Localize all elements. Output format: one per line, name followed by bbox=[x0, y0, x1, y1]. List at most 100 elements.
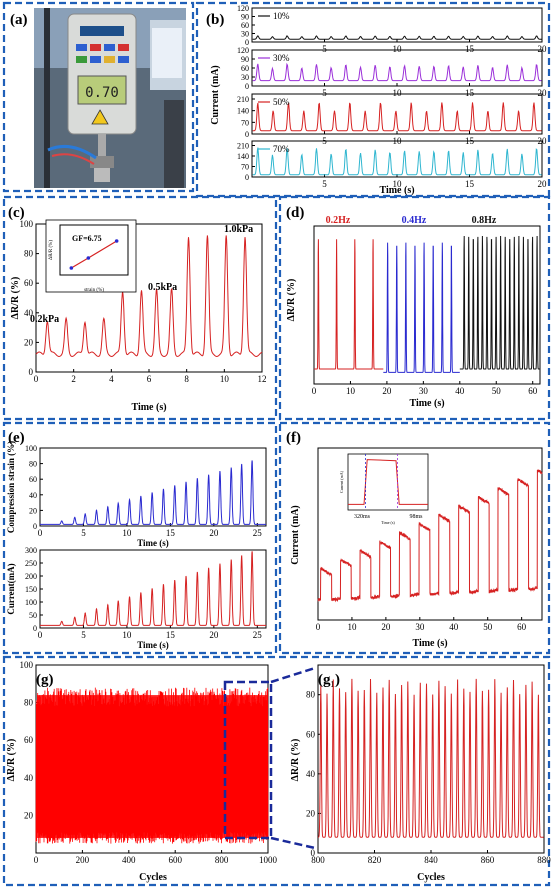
f-line bbox=[317, 468, 543, 603]
f-xtick-label: 0 bbox=[316, 622, 321, 632]
c-inset-label: GF=6.75 bbox=[72, 234, 102, 243]
b-3-ytick-label: 140 bbox=[237, 152, 249, 161]
e-bottom-ytick-label: 50 bbox=[29, 611, 37, 620]
b-1-xtick-label: 15 bbox=[465, 88, 475, 98]
f-xtick-label: 60 bbox=[517, 622, 527, 632]
b-3-xtick-label: 20 bbox=[538, 179, 548, 189]
b-ylabel: Current (mA) bbox=[210, 65, 221, 125]
b-legend-label: 30% bbox=[273, 53, 290, 63]
c-inset-axes bbox=[59, 224, 129, 276]
chart-f: 0 10 20 30 40 50 60 Time (s) Current (mA) 320ms 98… bbox=[290, 447, 543, 649]
g1-xlabel: Cycles bbox=[417, 872, 445, 883]
c-inset-xlabel: strain (%) bbox=[84, 288, 104, 293]
e-bottom-ytick-label: 150 bbox=[25, 585, 37, 594]
b-0-ytick-label: 90 bbox=[241, 13, 249, 22]
g1-xtick-label: 880 bbox=[537, 855, 551, 865]
panel-g-label: (g) bbox=[36, 672, 54, 688]
d-series-1-line bbox=[383, 242, 460, 373]
e-top-xtick-label: 5 bbox=[81, 528, 86, 538]
e-top-axes bbox=[39, 447, 267, 527]
b-3-xtick-label: 5 bbox=[322, 179, 327, 189]
panel-c-frame bbox=[2, 195, 278, 421]
c-ytick-label: 60 bbox=[24, 278, 34, 288]
f-axes bbox=[317, 447, 543, 621]
g1-ytick-label: 80 bbox=[306, 690, 316, 700]
g-ytick-label: 60 bbox=[24, 735, 34, 745]
f-ylabel: Current (mA) bbox=[290, 505, 301, 565]
c-xtick-label: 8 bbox=[184, 374, 189, 384]
c-inset-point bbox=[86, 256, 91, 260]
f-xtick-label: 50 bbox=[483, 622, 493, 632]
d-series-label: 0.2Hz bbox=[326, 215, 351, 226]
panel-e-frame bbox=[2, 421, 278, 655]
e-bottom-ytick-label: 0 bbox=[33, 624, 37, 633]
g1-xtick-label: 800 bbox=[311, 855, 325, 865]
panel-b-frame bbox=[195, 1, 551, 198]
e-top-xlabel: Time (s) bbox=[137, 538, 169, 548]
chart-g: 0 200 400 600 800 1000 20 40 60 80 100 Cycles ΔR/R (… bbox=[6, 660, 278, 883]
f-inset-annotation: 320ms bbox=[354, 514, 371, 520]
panel-b-label: (b) bbox=[206, 12, 224, 28]
b-legend-label: 50% bbox=[273, 97, 290, 107]
e-top-line bbox=[40, 460, 266, 525]
e-top-xtick-label: 25 bbox=[253, 528, 263, 538]
e-bottom-xtick-label: 15 bbox=[166, 630, 176, 640]
b-1-xtick-label: 10 bbox=[393, 88, 403, 98]
d-axes bbox=[313, 225, 541, 385]
g1-ylabel: ΔR/R (%) bbox=[290, 739, 301, 782]
d-xtick-label: 30 bbox=[419, 386, 429, 396]
e-top-ylabel: Compression strain (%) bbox=[6, 441, 16, 533]
e-top-xtick-label: 10 bbox=[122, 528, 132, 538]
d-series-label: 0.4Hz bbox=[402, 215, 427, 226]
chart-g1: 800 820 840 860 880 0 20 40 60 80 Cycles ΔR/R (%) bbox=[290, 664, 551, 883]
e-top-ytick-label: 40 bbox=[29, 491, 37, 500]
g-ytick-label: 40 bbox=[24, 773, 34, 783]
d-xlabel: Time (s) bbox=[409, 398, 444, 409]
g-ytick-label: 20 bbox=[24, 810, 34, 820]
b-legend-label: 10% bbox=[273, 11, 290, 21]
e-bottom-ytick-label: 200 bbox=[25, 572, 37, 581]
e-top-xtick-label: 15 bbox=[166, 528, 176, 538]
panel-g1-label: (g₁) bbox=[318, 672, 340, 688]
g-xtick-label: 400 bbox=[122, 855, 136, 865]
g-xtick-label: 800 bbox=[215, 855, 229, 865]
c-ytick-label: 0 bbox=[29, 367, 34, 377]
b-1-ytick-label: 120 bbox=[237, 46, 249, 55]
b-2-axes bbox=[251, 93, 543, 135]
c-inset-point bbox=[69, 266, 74, 270]
c-xtick-label: 6 bbox=[147, 374, 152, 384]
b-1-ytick-label: 90 bbox=[241, 55, 249, 64]
e-bottom-ytick-label: 300 bbox=[25, 546, 37, 555]
c-ytick-label: 20 bbox=[24, 337, 34, 347]
g-xtick-label: 600 bbox=[168, 855, 182, 865]
b-0-xtick-label: 10 bbox=[393, 44, 403, 54]
b-0-ytick-label: 60 bbox=[241, 21, 249, 30]
b-0-ytick-label: 0 bbox=[245, 38, 249, 47]
panel-a-frame bbox=[2, 1, 195, 193]
b-0-axes bbox=[251, 7, 543, 43]
g-ytick-label: 100 bbox=[20, 660, 34, 670]
b-3-ytick-label: 0 bbox=[245, 173, 249, 182]
g-xtick-label: 0 bbox=[34, 855, 39, 865]
d-ylabel: ΔR/R (%) bbox=[286, 279, 297, 322]
e-bottom-xtick-label: 0 bbox=[38, 630, 43, 640]
f-xtick-label: 10 bbox=[347, 622, 357, 632]
g-xlabel: Cycles bbox=[139, 872, 167, 883]
d-series-2-line bbox=[459, 235, 540, 370]
b-3-xtick-label: 10 bbox=[393, 179, 403, 189]
b-2-ytick-label: 70 bbox=[241, 118, 249, 127]
d-series-label: 0.8Hz bbox=[472, 215, 497, 226]
f-xtick-label: 30 bbox=[415, 622, 425, 632]
g-ylabel: ΔR/R (%) bbox=[6, 739, 17, 782]
d-xtick-label: 50 bbox=[492, 386, 502, 396]
g1-ytick-label: 0 bbox=[311, 848, 316, 858]
d-xtick-label: 60 bbox=[528, 386, 538, 396]
panel-e-label: (e) bbox=[8, 430, 25, 446]
d-xtick-label: 20 bbox=[382, 386, 392, 396]
b-2-ytick-label: 210 bbox=[237, 95, 249, 104]
gauge-reading: 0.70 bbox=[85, 85, 119, 101]
b-1-xtick-label: 5 bbox=[322, 88, 327, 98]
b-1-ytick-label: 30 bbox=[241, 73, 249, 82]
